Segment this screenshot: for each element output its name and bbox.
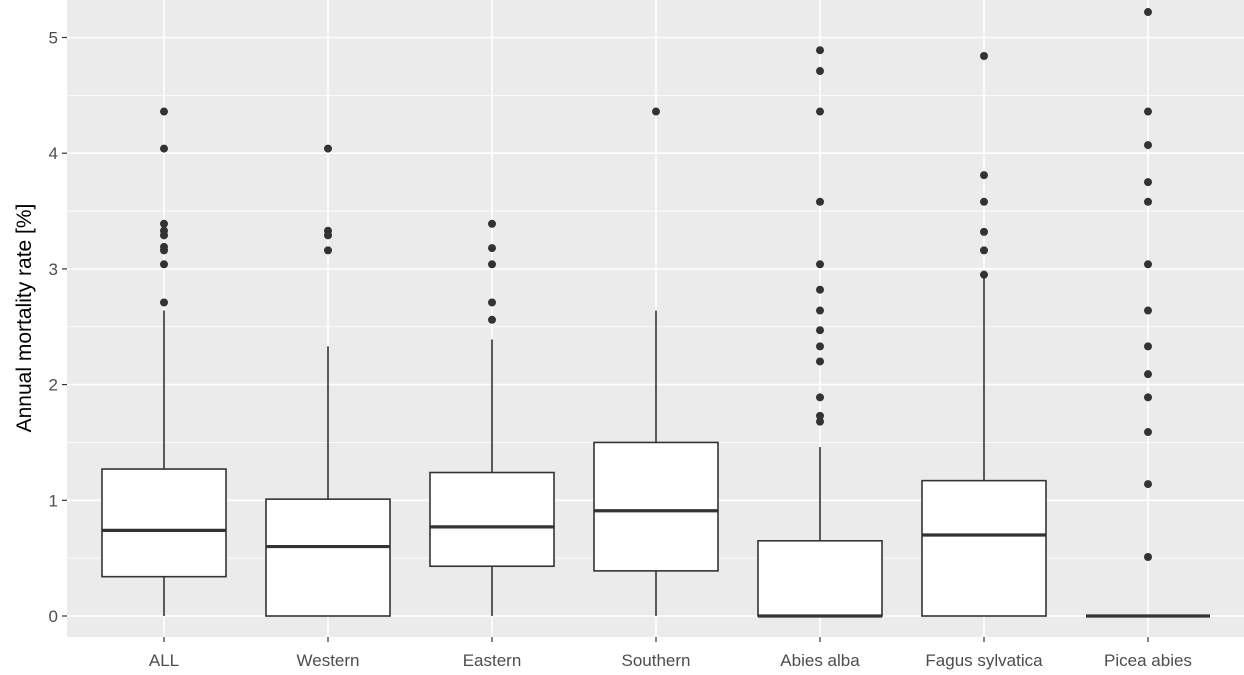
- outlier-point: [980, 227, 988, 236]
- box-group: [429, 219, 555, 616]
- outlier-point: [816, 107, 824, 116]
- outlier-point: [980, 52, 988, 61]
- outlier-point: [816, 393, 824, 402]
- box-group: [757, 46, 883, 618]
- outlier-point: [488, 244, 496, 253]
- outlier-point: [816, 357, 824, 366]
- box-group: [1086, 8, 1210, 618]
- box-series: [101, 8, 1210, 618]
- x-axis: ALL Western Eastern Southern Abies alba Fagus…: [149, 637, 1192, 670]
- x-tick-label: Picea abies: [1104, 651, 1192, 670]
- outlier-point: [816, 197, 824, 206]
- outlier-point: [1144, 141, 1152, 150]
- outlier-point: [816, 411, 824, 420]
- outlier-point: [1144, 428, 1152, 437]
- outlier-point: [980, 246, 988, 255]
- outlier-point: [816, 285, 824, 294]
- outlier-point: [160, 298, 168, 307]
- outlier-point: [160, 260, 168, 269]
- outlier-point: [816, 417, 824, 426]
- x-tick-label: Eastern: [463, 651, 522, 670]
- outlier-point: [1144, 370, 1152, 379]
- box-iqr: [429, 471, 555, 568]
- outlier-point: [1144, 107, 1152, 116]
- outlier-point: [1144, 197, 1152, 206]
- box-group: [593, 107, 719, 616]
- outlier-point: [816, 260, 824, 269]
- box-iqr: [101, 468, 227, 578]
- x-tick-label: Western: [297, 651, 360, 670]
- outlier-point: [1144, 393, 1152, 402]
- box-group: [921, 52, 1047, 617]
- outlier-point: [1144, 260, 1152, 269]
- x-tick-label: Southern: [622, 651, 691, 670]
- outlier-point: [1144, 342, 1152, 351]
- box-iqr: [921, 479, 1047, 617]
- outlier-point: [1144, 178, 1152, 187]
- x-tick-label: Fagus sylvatica: [925, 651, 1043, 670]
- outlier-point: [980, 197, 988, 206]
- y-tick-label: 0: [49, 607, 58, 626]
- outlier-point: [160, 107, 168, 116]
- outlier-point: [488, 260, 496, 269]
- box-iqr: [265, 498, 391, 617]
- outlier-point: [324, 231, 332, 240]
- outlier-point: [816, 306, 824, 315]
- outlier-point: [816, 67, 824, 76]
- outlier-point: [1144, 480, 1152, 489]
- outlier-point: [488, 315, 496, 324]
- outlier-point: [1144, 552, 1152, 561]
- box-group: [265, 144, 391, 617]
- outlier-point: [160, 219, 168, 228]
- outlier-point: [816, 342, 824, 351]
- y-tick-label: 2: [49, 376, 58, 395]
- outlier-point: [160, 246, 168, 255]
- outlier-point: [160, 144, 168, 153]
- outlier-point: [1144, 306, 1152, 315]
- y-tick-label: 5: [49, 29, 58, 48]
- x-tick-label: ALL: [149, 651, 179, 670]
- box-iqr: [593, 441, 719, 572]
- outlier-point: [980, 171, 988, 180]
- outlier-point: [652, 107, 660, 116]
- outlier-point: [324, 144, 332, 153]
- outlier-point: [488, 219, 496, 228]
- y-tick-label: 1: [49, 491, 58, 510]
- box-iqr: [757, 539, 883, 617]
- outlier-point: [816, 326, 824, 335]
- outlier-point: [816, 46, 824, 55]
- y-axis: 0 1 2 3 4 5: [49, 29, 67, 626]
- box-group: [101, 107, 227, 616]
- outlier-point: [488, 298, 496, 307]
- outlier-point: [160, 231, 168, 240]
- y-tick-label: 3: [49, 260, 58, 279]
- y-axis-title: Annual mortality rate [%]: [13, 204, 36, 433]
- outlier-point: [324, 246, 332, 255]
- outlier-point: [980, 270, 988, 279]
- outlier-point: [1144, 8, 1152, 17]
- x-tick-label: Abies alba: [780, 651, 860, 670]
- y-tick-label: 4: [49, 144, 58, 163]
